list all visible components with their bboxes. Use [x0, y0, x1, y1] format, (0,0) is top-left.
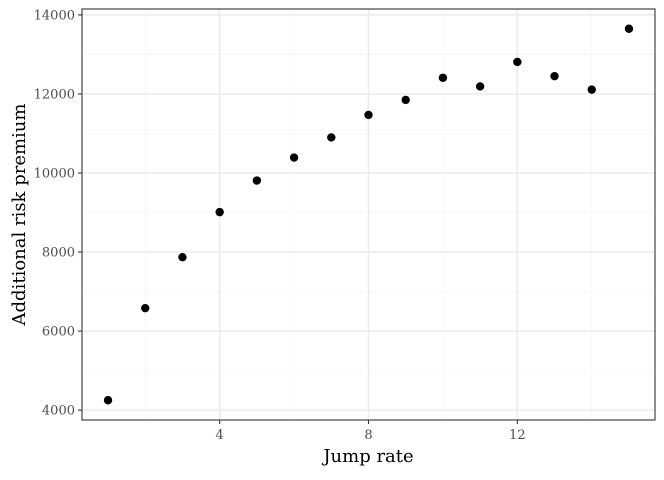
data-point — [587, 85, 596, 94]
data-point — [252, 176, 262, 185]
data-point — [215, 207, 224, 217]
x-axis-ticks: 4 8 12 — [216, 420, 526, 443]
data-point — [364, 110, 373, 120]
x-tick-label: 4 — [216, 428, 224, 443]
data-point — [289, 153, 299, 162]
data-point — [624, 24, 634, 33]
y-tick-label: 6000 — [42, 325, 75, 340]
y-axis-ticks: 4000 6000 8000 10000 12000 14000 — [34, 8, 82, 419]
data-point — [327, 133, 336, 142]
y-tick-label: 14000 — [34, 8, 75, 23]
data-point — [103, 396, 113, 405]
data-point — [141, 303, 150, 313]
x-axis-title: Jump rate — [321, 446, 413, 467]
data-points — [103, 24, 634, 405]
data-point — [550, 71, 559, 81]
y-tick-label: 8000 — [42, 246, 75, 261]
data-point — [401, 95, 410, 105]
y-tick-label: 4000 — [42, 404, 75, 419]
y-tick-label: 12000 — [34, 87, 75, 102]
y-axis-title: Additional risk premium — [9, 104, 30, 327]
data-point — [438, 73, 448, 82]
data-point — [178, 252, 187, 262]
data-point — [475, 82, 485, 91]
grid — [82, 9, 655, 420]
x-tick-label: 8 — [364, 428, 372, 443]
y-tick-label: 10000 — [34, 167, 75, 182]
data-point — [513, 57, 522, 67]
x-tick-label: 12 — [509, 428, 526, 443]
